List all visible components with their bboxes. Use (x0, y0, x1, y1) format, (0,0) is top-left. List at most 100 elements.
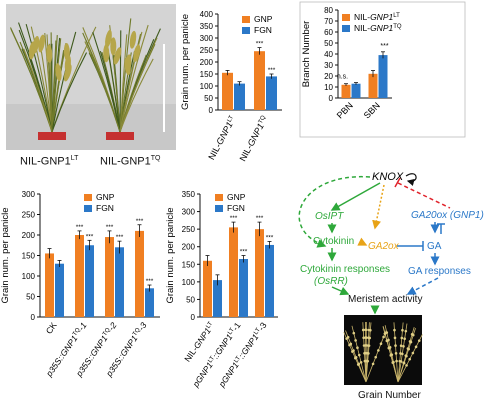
chart-border (299, 1, 466, 138)
grain (356, 346, 359, 350)
regulatory-pathway-diagram: KNOX OsIPT GA20ox (GNP1) Cytokinin GA2ox… (298, 171, 484, 401)
plant-right (82, 18, 161, 133)
category-label: PBN (335, 100, 355, 120)
knox-repression-bar (394, 177, 401, 188)
grain (345, 337, 348, 340)
bar-FGN-3 (145, 288, 154, 317)
ga2ox-node: GA2ox (368, 241, 400, 252)
grain (364, 351, 368, 355)
y-tick-label: 150 (182, 260, 196, 269)
pot-left (38, 132, 66, 140)
legend-label-0: GNP (227, 192, 246, 202)
grain (402, 345, 405, 348)
significance-mark: *** (86, 233, 94, 240)
y-tick-label: 350 (200, 22, 214, 31)
grain (385, 339, 389, 343)
legend-swatch-0 (84, 194, 92, 201)
branch-number-chart: 0 10 20 30 40 50 60 70 80 Branch Number PBN SBN NIL-… (299, 1, 466, 138)
category-label: pGNP1LT::GNP1LT-3 (216, 320, 269, 389)
y-tick-label: 50 (26, 293, 35, 302)
y-tick-label: 300 (200, 34, 214, 43)
panicle (103, 44, 110, 63)
grain (383, 332, 387, 335)
plant-stem (51, 31, 77, 133)
y-tick-label: 300 (22, 190, 36, 199)
y-tick-label: 50 (186, 295, 195, 304)
y-tick-label: 250 (200, 46, 214, 55)
cytokinin-to-ga2ox-arrow (357, 237, 368, 246)
plant-stem (51, 38, 62, 133)
y-tick-label: 100 (22, 272, 36, 281)
significance-mark: *** (268, 67, 276, 74)
significance-mark: *** (106, 224, 114, 231)
grain (393, 336, 397, 340)
y-tick-label: 20 (324, 72, 333, 81)
grain (387, 346, 391, 350)
y-tick-label: 300 (182, 208, 196, 217)
plant-left (9, 22, 97, 133)
scale-bar (163, 44, 165, 132)
grain (365, 328, 368, 332)
plant-stem (119, 37, 158, 133)
legend-swatch-1 (84, 205, 92, 212)
knox-ga20ox-repression (397, 182, 451, 209)
knox-to-cytokinin-dashed (298, 176, 371, 248)
y-tick-label: 100 (200, 82, 214, 91)
grain (393, 328, 396, 332)
bar-GNP-0 (203, 260, 212, 317)
osrr-node: (OsRR) (314, 276, 348, 287)
grain (405, 364, 408, 367)
grain (406, 347, 410, 350)
grain (364, 336, 368, 339)
legend-label-0: NIL-GNP1LT (354, 12, 400, 22)
grain (389, 353, 393, 357)
panicle-photo (343, 315, 423, 385)
y-tick-label: 200 (182, 243, 196, 252)
legend-label-1: FGN (227, 203, 245, 213)
grain (394, 352, 398, 355)
significance-mark: *** (256, 41, 264, 48)
panicle (133, 44, 141, 63)
legend-label-1: NIL-GNP1TQ (354, 23, 402, 33)
grain (395, 359, 398, 363)
y-tick-label: 400 (200, 10, 214, 19)
knox-self-loop (405, 173, 417, 186)
grain (411, 351, 415, 355)
cytokinin-node: Cytokinin (313, 236, 354, 247)
grain (367, 344, 371, 347)
panicle (55, 63, 62, 82)
y-axis-label: Branch Number (301, 21, 312, 88)
y-tick-label: 200 (22, 231, 36, 240)
grain (362, 336, 365, 340)
bar-GNP-1 (229, 227, 238, 317)
significance-mark: *** (256, 215, 264, 222)
significance-mark: *** (266, 234, 274, 241)
grain (354, 339, 357, 342)
grain (414, 345, 418, 349)
grain (404, 354, 408, 357)
ga-responses-to-meristem-arrow (406, 277, 439, 295)
plant-stem (85, 39, 121, 133)
knox-node: KNOX (372, 171, 404, 183)
legend-swatch-0 (342, 14, 350, 21)
grain (382, 335, 385, 339)
significance-mark: *** (240, 249, 248, 256)
grain (377, 349, 380, 352)
grain (357, 353, 361, 357)
bar-FGN-0 (55, 263, 64, 317)
grain (351, 350, 354, 353)
grain (361, 328, 365, 332)
y-tick-label: 60 (324, 28, 333, 37)
ga-responses-node: GA responses (408, 266, 471, 277)
grain (402, 361, 405, 365)
grain (399, 344, 403, 348)
category-label: NIL-GNP1TQ (238, 114, 270, 163)
grain (417, 339, 421, 342)
significance-mark: *** (116, 234, 124, 241)
y-tick-label: 80 (324, 6, 333, 15)
grain (401, 352, 404, 356)
significance-mark: *** (146, 278, 154, 285)
category-label: CK (44, 320, 59, 336)
photo-label-right: NIL-GNP1TQ (100, 155, 161, 168)
plant-stem (23, 48, 53, 133)
